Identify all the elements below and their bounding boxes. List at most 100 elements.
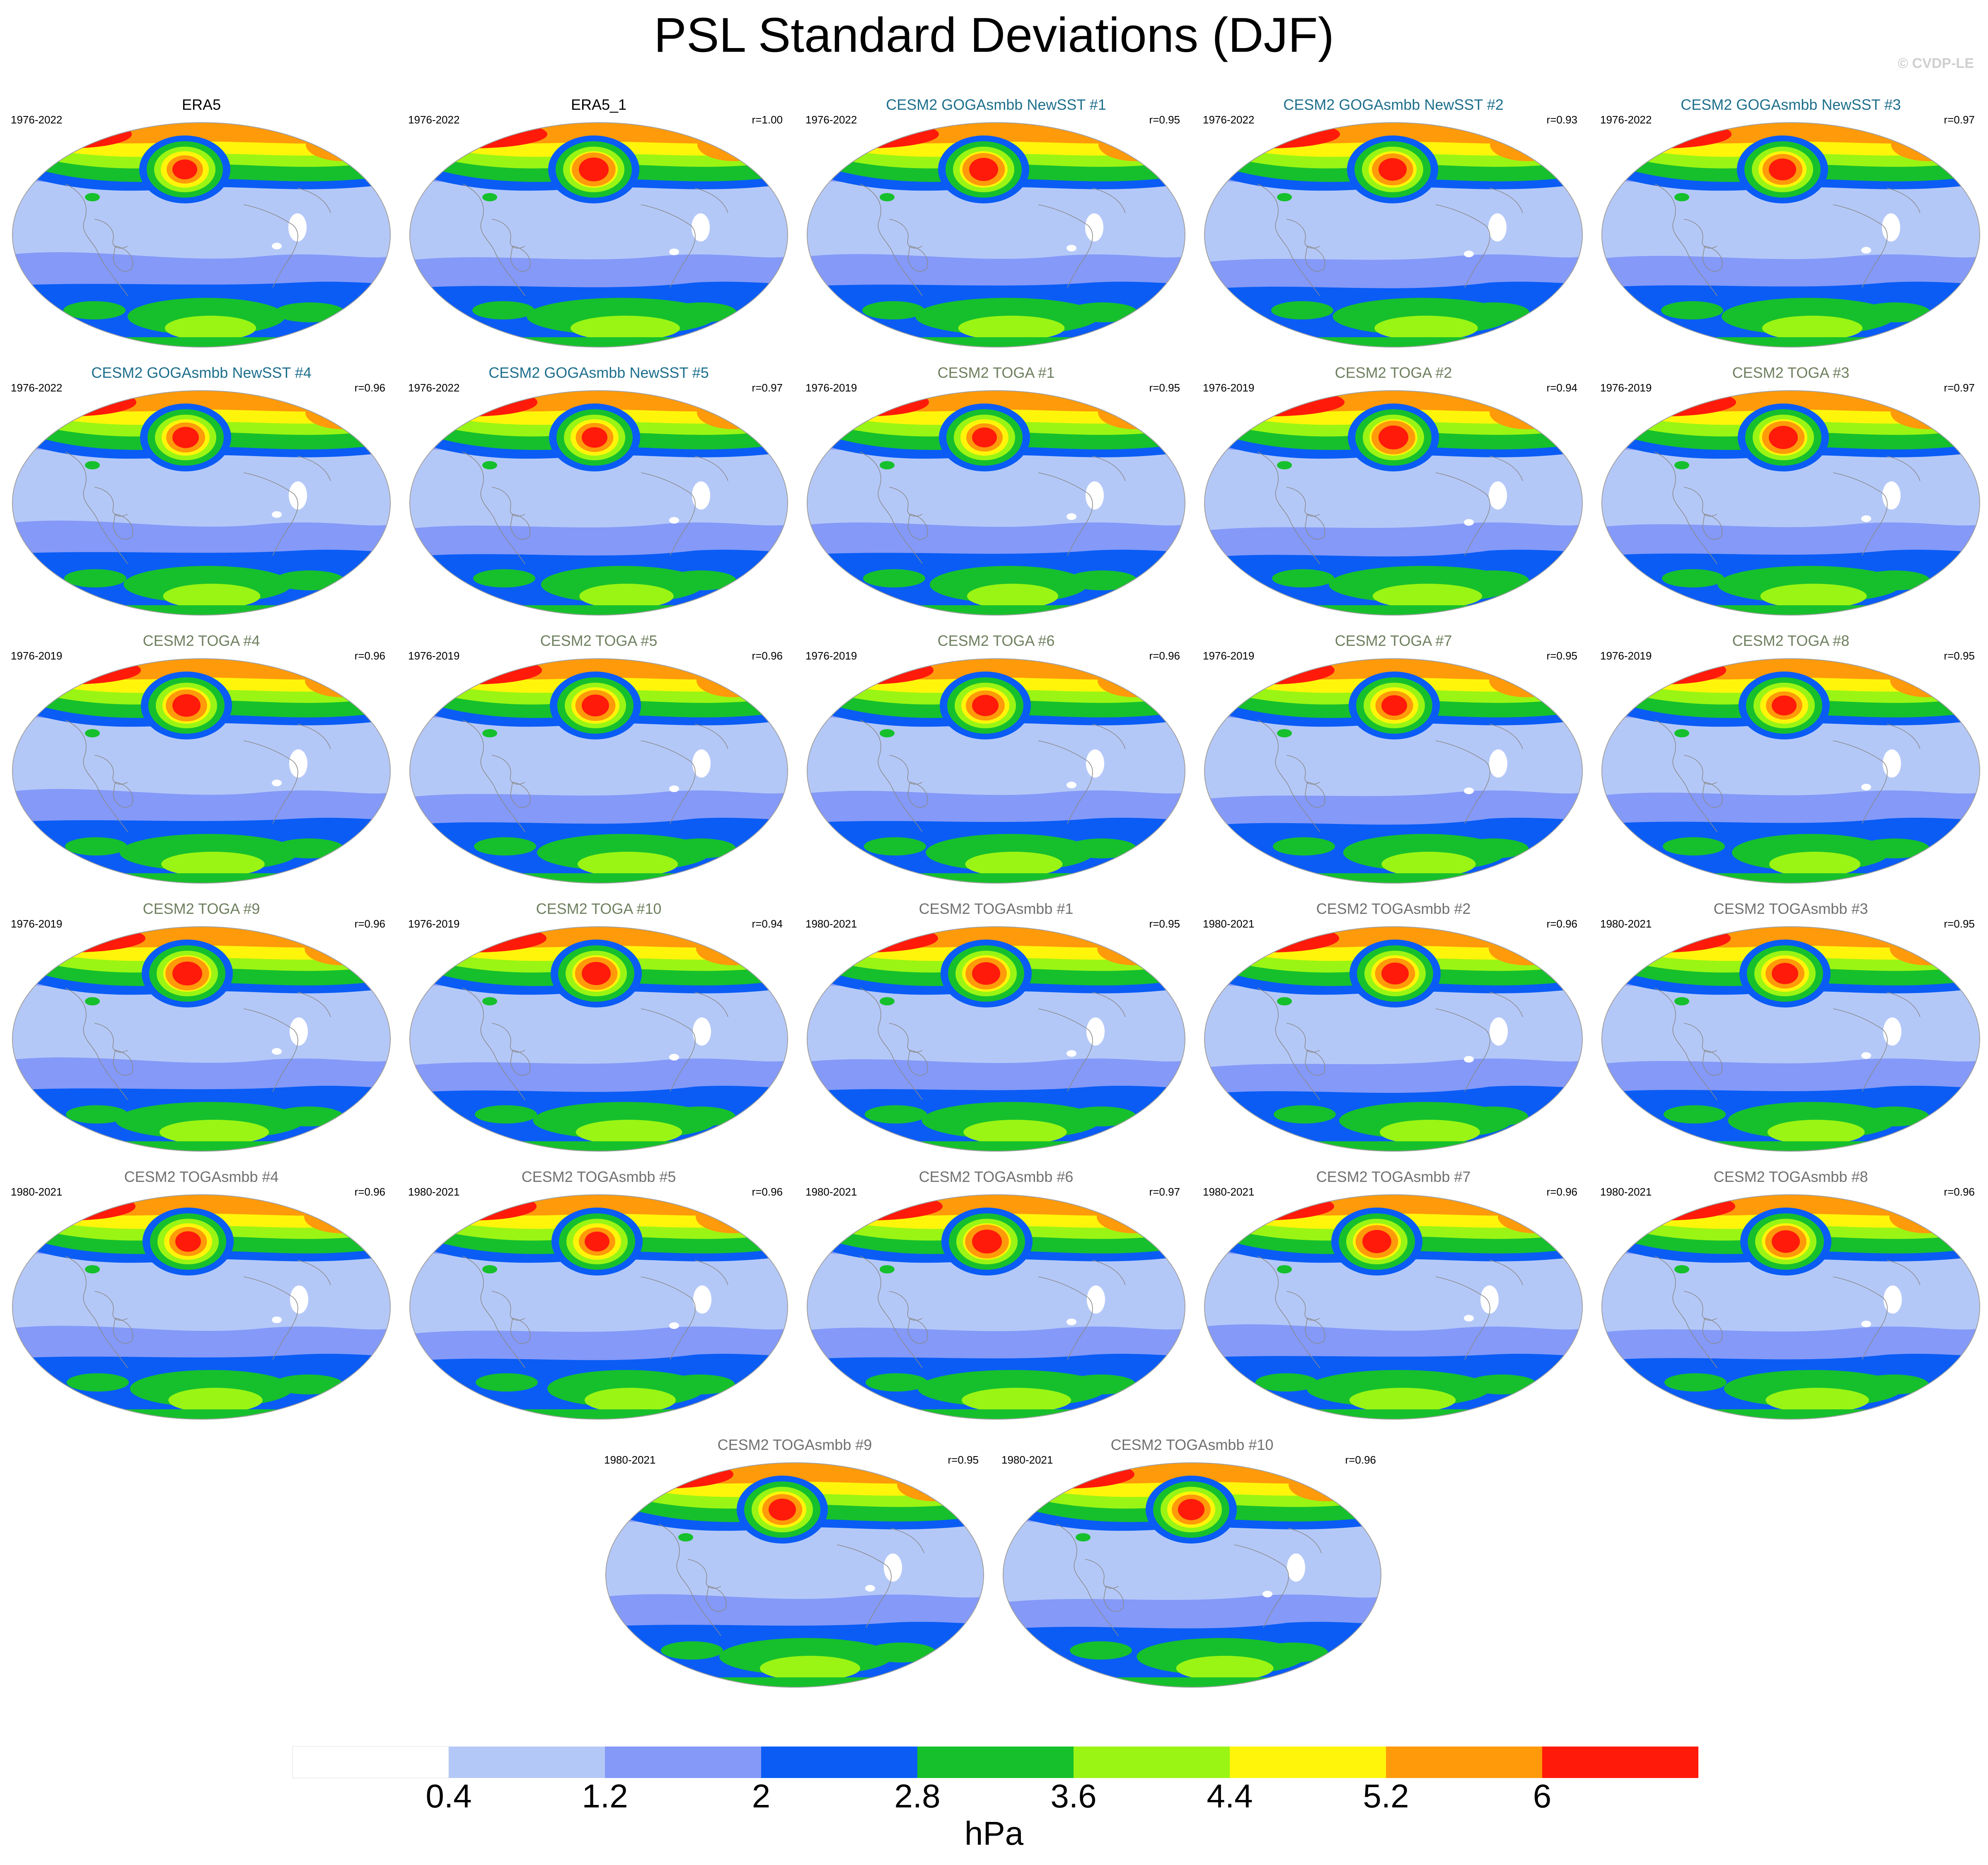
panel-correlation: r=0.96 bbox=[354, 650, 385, 662]
map-panel: CESM2 GOGAsmbb NewSST #5 1976-2022 r=0.97 bbox=[404, 362, 793, 619]
panel-title: CESM2 TOGAsmbb #5 bbox=[521, 1168, 676, 1185]
panel-title: CESM2 GOGAsmbb NewSST #4 bbox=[91, 364, 312, 381]
panel-title: CESM2 TOGAsmbb #3 bbox=[1713, 900, 1868, 917]
panel-correlation: r=0.94 bbox=[1546, 382, 1577, 394]
psl-std-map bbox=[12, 390, 391, 616]
panel-period: 1980-2021 bbox=[805, 918, 857, 930]
map-panel: CESM2 TOGAsmbb #2 1980-2021 r=0.96 bbox=[1199, 899, 1588, 1155]
panel-correlation: r=0.97 bbox=[1944, 114, 1975, 126]
panel-title: ERA5 bbox=[181, 96, 221, 113]
psl-std-map bbox=[806, 390, 1186, 616]
psl-std-map bbox=[1204, 926, 1583, 1152]
panel-correlation: r=0.96 bbox=[354, 1186, 385, 1198]
map-panel: CESM2 TOGAsmbb #7 1980-2021 r=0.96 bbox=[1199, 1167, 1588, 1423]
psl-std-map bbox=[1601, 390, 1981, 616]
panel-title: CESM2 GOGAsmbb NewSST #1 bbox=[886, 96, 1106, 113]
panel-correlation: r=0.94 bbox=[752, 918, 783, 930]
map-panel: CESM2 TOGA #6 1976-2019 r=0.96 bbox=[801, 631, 1191, 887]
panel-period: 1976-2019 bbox=[408, 650, 460, 662]
colorbar-tick-label: 6 bbox=[1533, 1778, 1552, 1814]
panel-period: 1976-2019 bbox=[805, 382, 857, 394]
panel-correlation: r=0.95 bbox=[1149, 382, 1180, 394]
psl-std-map bbox=[605, 1462, 984, 1688]
map-panel: CESM2 TOGA #5 1976-2019 r=0.96 bbox=[404, 631, 793, 887]
panel-period: 1976-2019 bbox=[1203, 382, 1255, 394]
panel-period: 1976-2019 bbox=[1203, 650, 1255, 662]
psl-std-map bbox=[12, 926, 391, 1152]
panel-title: CESM2 TOGA #3 bbox=[1732, 364, 1850, 381]
map-panel: CESM2 TOGAsmbb #10 1980-2021 r=0.96 bbox=[997, 1435, 1387, 1691]
panel-correlation: r=0.96 bbox=[1546, 1186, 1577, 1198]
psl-std-map bbox=[409, 1194, 788, 1420]
psl-std-map bbox=[1002, 1462, 1382, 1688]
panel-title: CESM2 TOGA #7 bbox=[1335, 632, 1452, 649]
panel-correlation: r=0.96 bbox=[752, 1186, 783, 1198]
panel-title: CESM2 TOGA #8 bbox=[1732, 632, 1850, 649]
panel-period: 1976-2019 bbox=[11, 918, 63, 930]
psl-std-map bbox=[1601, 1194, 1981, 1420]
panel-period: 1976-2019 bbox=[408, 918, 460, 930]
panel-correlation: r=0.95 bbox=[948, 1454, 979, 1466]
map-panel: CESM2 TOGAsmbb #1 1980-2021 r=0.95 bbox=[801, 899, 1191, 1155]
colorbar-units-label: hPa bbox=[964, 1815, 1024, 1852]
panel-title: CESM2 TOGA #1 bbox=[937, 364, 1055, 381]
map-panel: CESM2 GOGAsmbb NewSST #2 1976-2022 r=0.93 bbox=[1199, 94, 1588, 351]
watermark: © CVDP-LE bbox=[1898, 56, 1974, 71]
panel-period: 1976-2022 bbox=[1203, 114, 1255, 126]
panel-period: 1976-2019 bbox=[11, 650, 63, 662]
panel-period: 1976-2022 bbox=[11, 114, 63, 126]
panel-period: 1980-2021 bbox=[1203, 1186, 1255, 1198]
colorbar-tick-label: 4.4 bbox=[1207, 1778, 1253, 1814]
panel-period: 1980-2021 bbox=[805, 1186, 857, 1198]
panel-correlation: r=0.95 bbox=[1149, 114, 1180, 126]
panel-correlation: r=0.96 bbox=[1149, 650, 1180, 662]
panel-title: CESM2 TOGA #2 bbox=[1335, 364, 1452, 381]
panel-period: 1980-2021 bbox=[408, 1186, 460, 1198]
psl-std-map bbox=[409, 658, 788, 884]
panel-period: 1976-2019 bbox=[1600, 382, 1652, 394]
panel-title: CESM2 TOGAsmbb #1 bbox=[919, 900, 1074, 917]
map-panel: CESM2 TOGA #4 1976-2019 r=0.96 bbox=[7, 631, 396, 887]
colorbar-tick-label: 3.6 bbox=[1050, 1778, 1097, 1814]
panel-correlation: r=0.96 bbox=[1546, 918, 1577, 930]
panel-title: CESM2 TOGA #9 bbox=[143, 900, 260, 917]
panel-period: 1976-2022 bbox=[11, 382, 63, 394]
panel-period: 1976-2022 bbox=[805, 114, 857, 126]
colorbar-tick-label: 1.2 bbox=[582, 1778, 628, 1814]
panel-title: CESM2 TOGAsmbb #8 bbox=[1713, 1168, 1868, 1185]
panel-correlation: r=0.96 bbox=[354, 918, 385, 930]
page-title: PSL Standard Deviations (DJF) bbox=[654, 8, 1334, 63]
panel-correlation: r=0.95 bbox=[1944, 650, 1975, 662]
psl-std-map bbox=[1204, 1194, 1583, 1420]
psl-std-map bbox=[806, 926, 1186, 1152]
panel-title: CESM2 TOGAsmbb #10 bbox=[1110, 1436, 1274, 1453]
psl-std-map bbox=[409, 390, 788, 616]
panel-title: CESM2 TOGAsmbb #4 bbox=[124, 1168, 279, 1185]
map-panel: CESM2 TOGA #7 1976-2019 r=0.95 bbox=[1199, 631, 1588, 887]
psl-std-map bbox=[12, 1194, 391, 1420]
map-panel: CESM2 TOGAsmbb #4 1980-2021 r=0.96 bbox=[7, 1167, 396, 1423]
panel-title: CESM2 TOGAsmbb #7 bbox=[1316, 1168, 1471, 1185]
psl-std-map bbox=[806, 122, 1186, 348]
map-panel: CESM2 TOGAsmbb #5 1980-2021 r=0.96 bbox=[404, 1167, 793, 1423]
panel-period: 1976-2019 bbox=[805, 650, 857, 662]
panel-correlation: r=0.97 bbox=[1149, 1186, 1180, 1198]
panel-title: CESM2 TOGA #5 bbox=[540, 632, 658, 649]
panel-period: 1976-2022 bbox=[408, 114, 460, 126]
psl-std-map bbox=[806, 658, 1186, 884]
panel-correlation: r=0.95 bbox=[1149, 918, 1180, 930]
map-panel: CESM2 TOGA #10 1976-2019 r=0.94 bbox=[404, 899, 793, 1155]
map-panel: CESM2 TOGAsmbb #8 1980-2021 r=0.96 bbox=[1596, 1167, 1986, 1423]
panel-title: CESM2 GOGAsmbb NewSST #2 bbox=[1283, 96, 1504, 113]
panel-title: CESM2 TOGAsmbb #2 bbox=[1316, 900, 1471, 917]
panel-period: 1976-2022 bbox=[1600, 114, 1652, 126]
panel-correlation: r=0.97 bbox=[1944, 382, 1975, 394]
map-panel: CESM2 TOGA #8 1976-2019 r=0.95 bbox=[1596, 631, 1986, 887]
panel-title: CESM2 TOGAsmbb #9 bbox=[717, 1436, 872, 1453]
map-panel: CESM2 TOGA #2 1976-2019 r=0.94 bbox=[1199, 362, 1588, 619]
colorbar-tick-label: 2.8 bbox=[894, 1778, 941, 1814]
panel-title: CESM2 TOGAsmbb #6 bbox=[919, 1168, 1074, 1185]
panel-title: ERA5_1 bbox=[571, 96, 627, 113]
psl-std-map bbox=[1601, 926, 1981, 1152]
